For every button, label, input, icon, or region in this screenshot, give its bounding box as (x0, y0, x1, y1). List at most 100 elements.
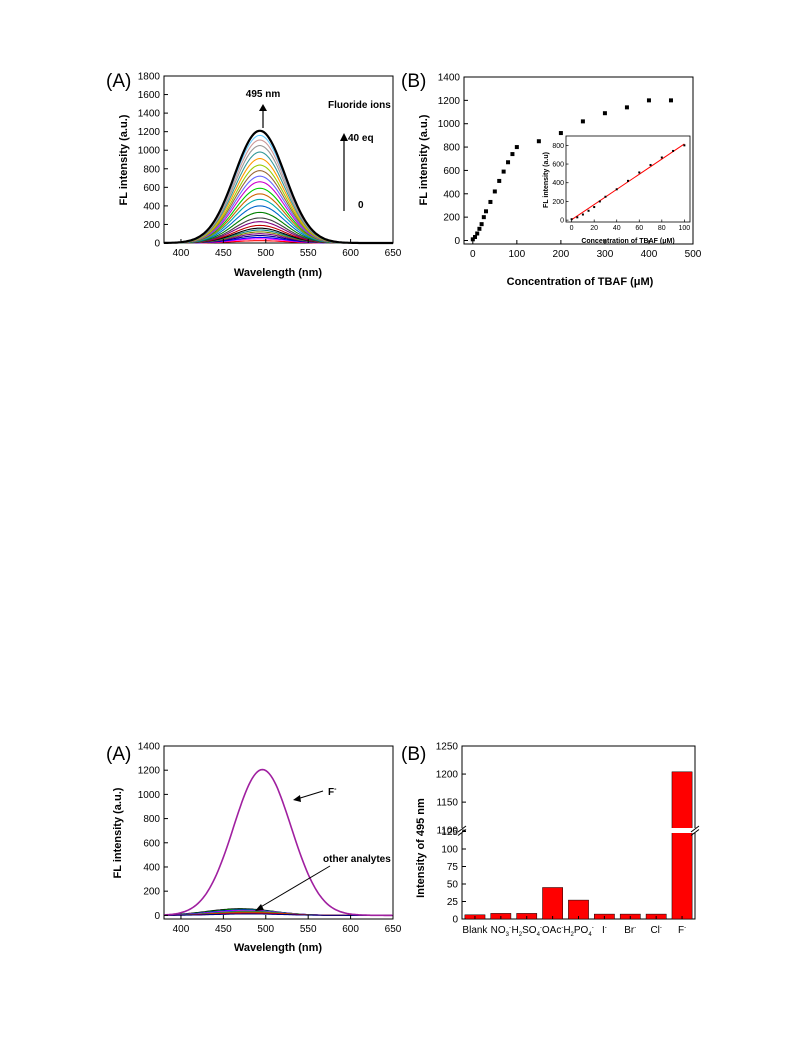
chart-1-xtick-label: 500 (257, 248, 274, 259)
chart-2-point (558, 131, 563, 136)
chart-3-ytick-label: 200 (143, 887, 160, 898)
chart-3-ytick-label: 600 (143, 838, 160, 849)
chart-3-xlabel: Wavelength (nm) (234, 942, 323, 954)
panel-3-label: (A) (106, 744, 131, 765)
category-label-superscript: - (540, 925, 542, 931)
chart-4-break-mark (457, 825, 467, 833)
chart-3-ticks: 400 450 500 550 600 650 0 200 400 600 800 1000 1200 1… (138, 742, 402, 936)
chart-2-point (668, 98, 673, 103)
inset-point (683, 144, 686, 147)
chart-2-point (580, 119, 585, 124)
inset-ytick-label: 800 (552, 143, 564, 150)
category-label-subscript: 4 (537, 932, 541, 938)
panel-1-label: (A) (106, 71, 131, 92)
category-label-part: H (512, 925, 519, 936)
chart-4-category-label: H2PO4- (563, 925, 593, 938)
chart-4-selectivity-bars: (B) Blank NO3- H2SO4- OAc- H2PO4- I- Br- Cl- F-0… (401, 742, 701, 938)
chart-2-point (470, 237, 475, 242)
chart-4-ticks: Blank NO3- H2SO4- OAc- H2PO4- I- Br- Cl- F-02550… (436, 742, 701, 938)
inset-xtick-label: 20 (590, 225, 598, 232)
chart-2-ytick-label: 1400 (438, 73, 461, 84)
inset-ytick-label: 600 (552, 162, 564, 169)
category-label-superscript: - (605, 925, 607, 931)
chart-2-point (514, 145, 519, 150)
panel-4-label: (B) (401, 744, 426, 765)
category-label-superscript: - (509, 925, 511, 931)
chart-2-point (481, 215, 486, 220)
chart-4-bar (542, 887, 563, 920)
inset-xtick-label: 60 (635, 225, 643, 232)
chart-3-xtick-label: 450 (215, 924, 232, 935)
category-label-part: NO (491, 925, 506, 936)
chart-1-xtick-label: 450 (215, 248, 232, 259)
category-label-part: H (563, 925, 570, 936)
chart-2-inset: 0 20 40 60 80 100 0 200 400 600 800 Concentration … (543, 135, 691, 245)
chart-3-ytick-label: 0 (154, 911, 160, 922)
chart-4-ytick-label: 75 (447, 862, 459, 873)
category-label-superscript: - (684, 925, 686, 931)
inset-xtick-label: 40 (613, 225, 621, 232)
category-label-part: F (678, 925, 684, 936)
chart-2-point (475, 231, 480, 236)
chart-1-ytick-label: 1200 (138, 127, 161, 138)
inset-frame (565, 135, 691, 223)
inset-ytick-label: 400 (552, 180, 564, 187)
chart-4-category-label: I- (602, 925, 607, 936)
category-label-subscript: 3 (506, 932, 510, 938)
chart-4-category-label: H2SO4- (512, 925, 542, 938)
chart-3-other-series-line (164, 913, 393, 916)
chart-2-xtick-label: 0 (470, 249, 476, 260)
chart-3-f-arrow (296, 790, 324, 800)
chart-3-f-label: F- (328, 786, 337, 798)
chart-3-f-arrowhead (293, 795, 301, 802)
chart-1-legend-text: Fluoride ions (328, 100, 391, 111)
chart-2-point (492, 189, 497, 194)
inset-point (576, 216, 579, 219)
chart-4-ytick-label: 1100 (436, 826, 458, 837)
category-label-part: Br (624, 925, 635, 936)
chart-1-ticks: 400 450 500 550 600 650 0 200 400 600 800 1000 1200 1… (138, 72, 402, 260)
chart-2-point (477, 226, 482, 231)
inset-ylabel: FL intensity (a.u) (543, 152, 550, 208)
category-label-superscript: - (660, 925, 662, 931)
category-label-part: I (602, 925, 605, 936)
chart-2-ytick-label: 800 (443, 143, 460, 154)
inset-point (587, 209, 590, 212)
chart-1-xlabel: Wavelength (nm) (234, 267, 323, 279)
inset-point (649, 163, 652, 166)
category-label-subscript: 2 (519, 932, 523, 938)
chart-2-ytick-label: 1200 (438, 96, 461, 107)
chart-2-point (602, 111, 607, 116)
chart-2-ytick-label: 200 (443, 213, 460, 224)
inset-xtick-label: 100 (679, 225, 691, 232)
chart-3-ytick-label: 1000 (138, 790, 161, 801)
chart-2-frame (463, 76, 694, 245)
chart-2-xlabel: Concentration of TBAF (μM) (507, 276, 654, 288)
chart-1-emission-spectra: (A) 400 450 500 550 600 650 0 200 400 600 800 1000 1… (106, 71, 402, 279)
chart-2-ytick-label: 600 (443, 166, 460, 177)
chart-1-ytick-label: 800 (143, 164, 160, 175)
chart-3-frame (163, 745, 394, 920)
chart-3-xtick-label: 500 (257, 924, 274, 935)
chart-3-ytick-label: 400 (143, 862, 160, 873)
chart-1-ylabel: FL intensity (a.u.) (118, 114, 130, 205)
category-label-part: OAc (542, 925, 561, 936)
category-label-subscript: 2 (571, 932, 575, 938)
inset-point (627, 179, 629, 182)
chart-2-xtick-label: 300 (597, 249, 614, 260)
inset-point (638, 171, 641, 174)
chart-3-other-arrowhead (255, 904, 264, 911)
chart-4-bar (671, 771, 693, 920)
chart-4-ytick-label: 1150 (436, 798, 458, 809)
inset-ytick-label: 0 (560, 218, 564, 225)
chart-3-ytick-label: 1200 (138, 766, 161, 777)
chart-4-break-mark (690, 825, 700, 833)
chart-3-selectivity-spectra: (A) 400 450 500 550 600 650 0 200 400 600 800 1000 1… (106, 742, 402, 955)
chart-2-ytick-label: 0 (454, 236, 460, 247)
inset-xtick-label: 0 (570, 225, 574, 232)
chart-2-point (488, 199, 493, 204)
chart-4-category-label: Br- (624, 925, 636, 936)
chart-4-ylabel: Intensity of 495 nm (415, 798, 427, 898)
chart-2-xtick-label: 400 (641, 249, 658, 260)
chart-4-ytick-label: 1200 (436, 770, 459, 781)
